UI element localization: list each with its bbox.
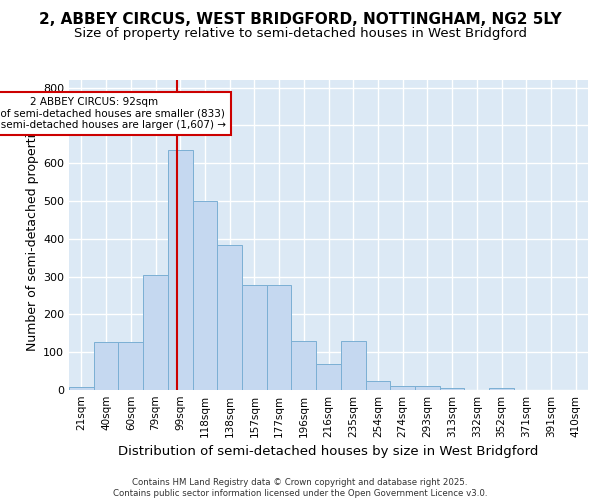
Bar [69, 387, 94, 390]
Text: 2, ABBEY CIRCUS, WEST BRIDGFORD, NOTTINGHAM, NG2 5LY: 2, ABBEY CIRCUS, WEST BRIDGFORD, NOTTING… [38, 12, 562, 28]
Text: Size of property relative to semi-detached houses in West Bridgford: Size of property relative to semi-detach… [74, 28, 527, 40]
Y-axis label: Number of semi-detached properties: Number of semi-detached properties [26, 120, 39, 350]
Bar [440, 388, 464, 390]
Bar [168, 150, 193, 390]
Text: Contains HM Land Registry data © Crown copyright and database right 2025.
Contai: Contains HM Land Registry data © Crown c… [113, 478, 487, 498]
Bar [365, 380, 390, 390]
Bar [242, 286, 267, 390]
Bar [489, 388, 514, 390]
Bar [193, 201, 217, 390]
Bar [292, 341, 316, 390]
Bar [415, 386, 440, 390]
Bar [94, 342, 118, 390]
X-axis label: Distribution of semi-detached houses by size in West Bridgford: Distribution of semi-detached houses by … [118, 446, 539, 458]
Bar [390, 386, 415, 390]
Bar [316, 364, 341, 390]
Bar [118, 342, 143, 390]
Text: 2 ABBEY CIRCUS: 92sqm
← 34% of semi-detached houses are smaller (833)
65% of sem: 2 ABBEY CIRCUS: 92sqm ← 34% of semi-deta… [0, 97, 226, 130]
Bar [341, 341, 365, 390]
Bar [267, 286, 292, 390]
Bar [143, 276, 168, 390]
Bar [217, 245, 242, 390]
